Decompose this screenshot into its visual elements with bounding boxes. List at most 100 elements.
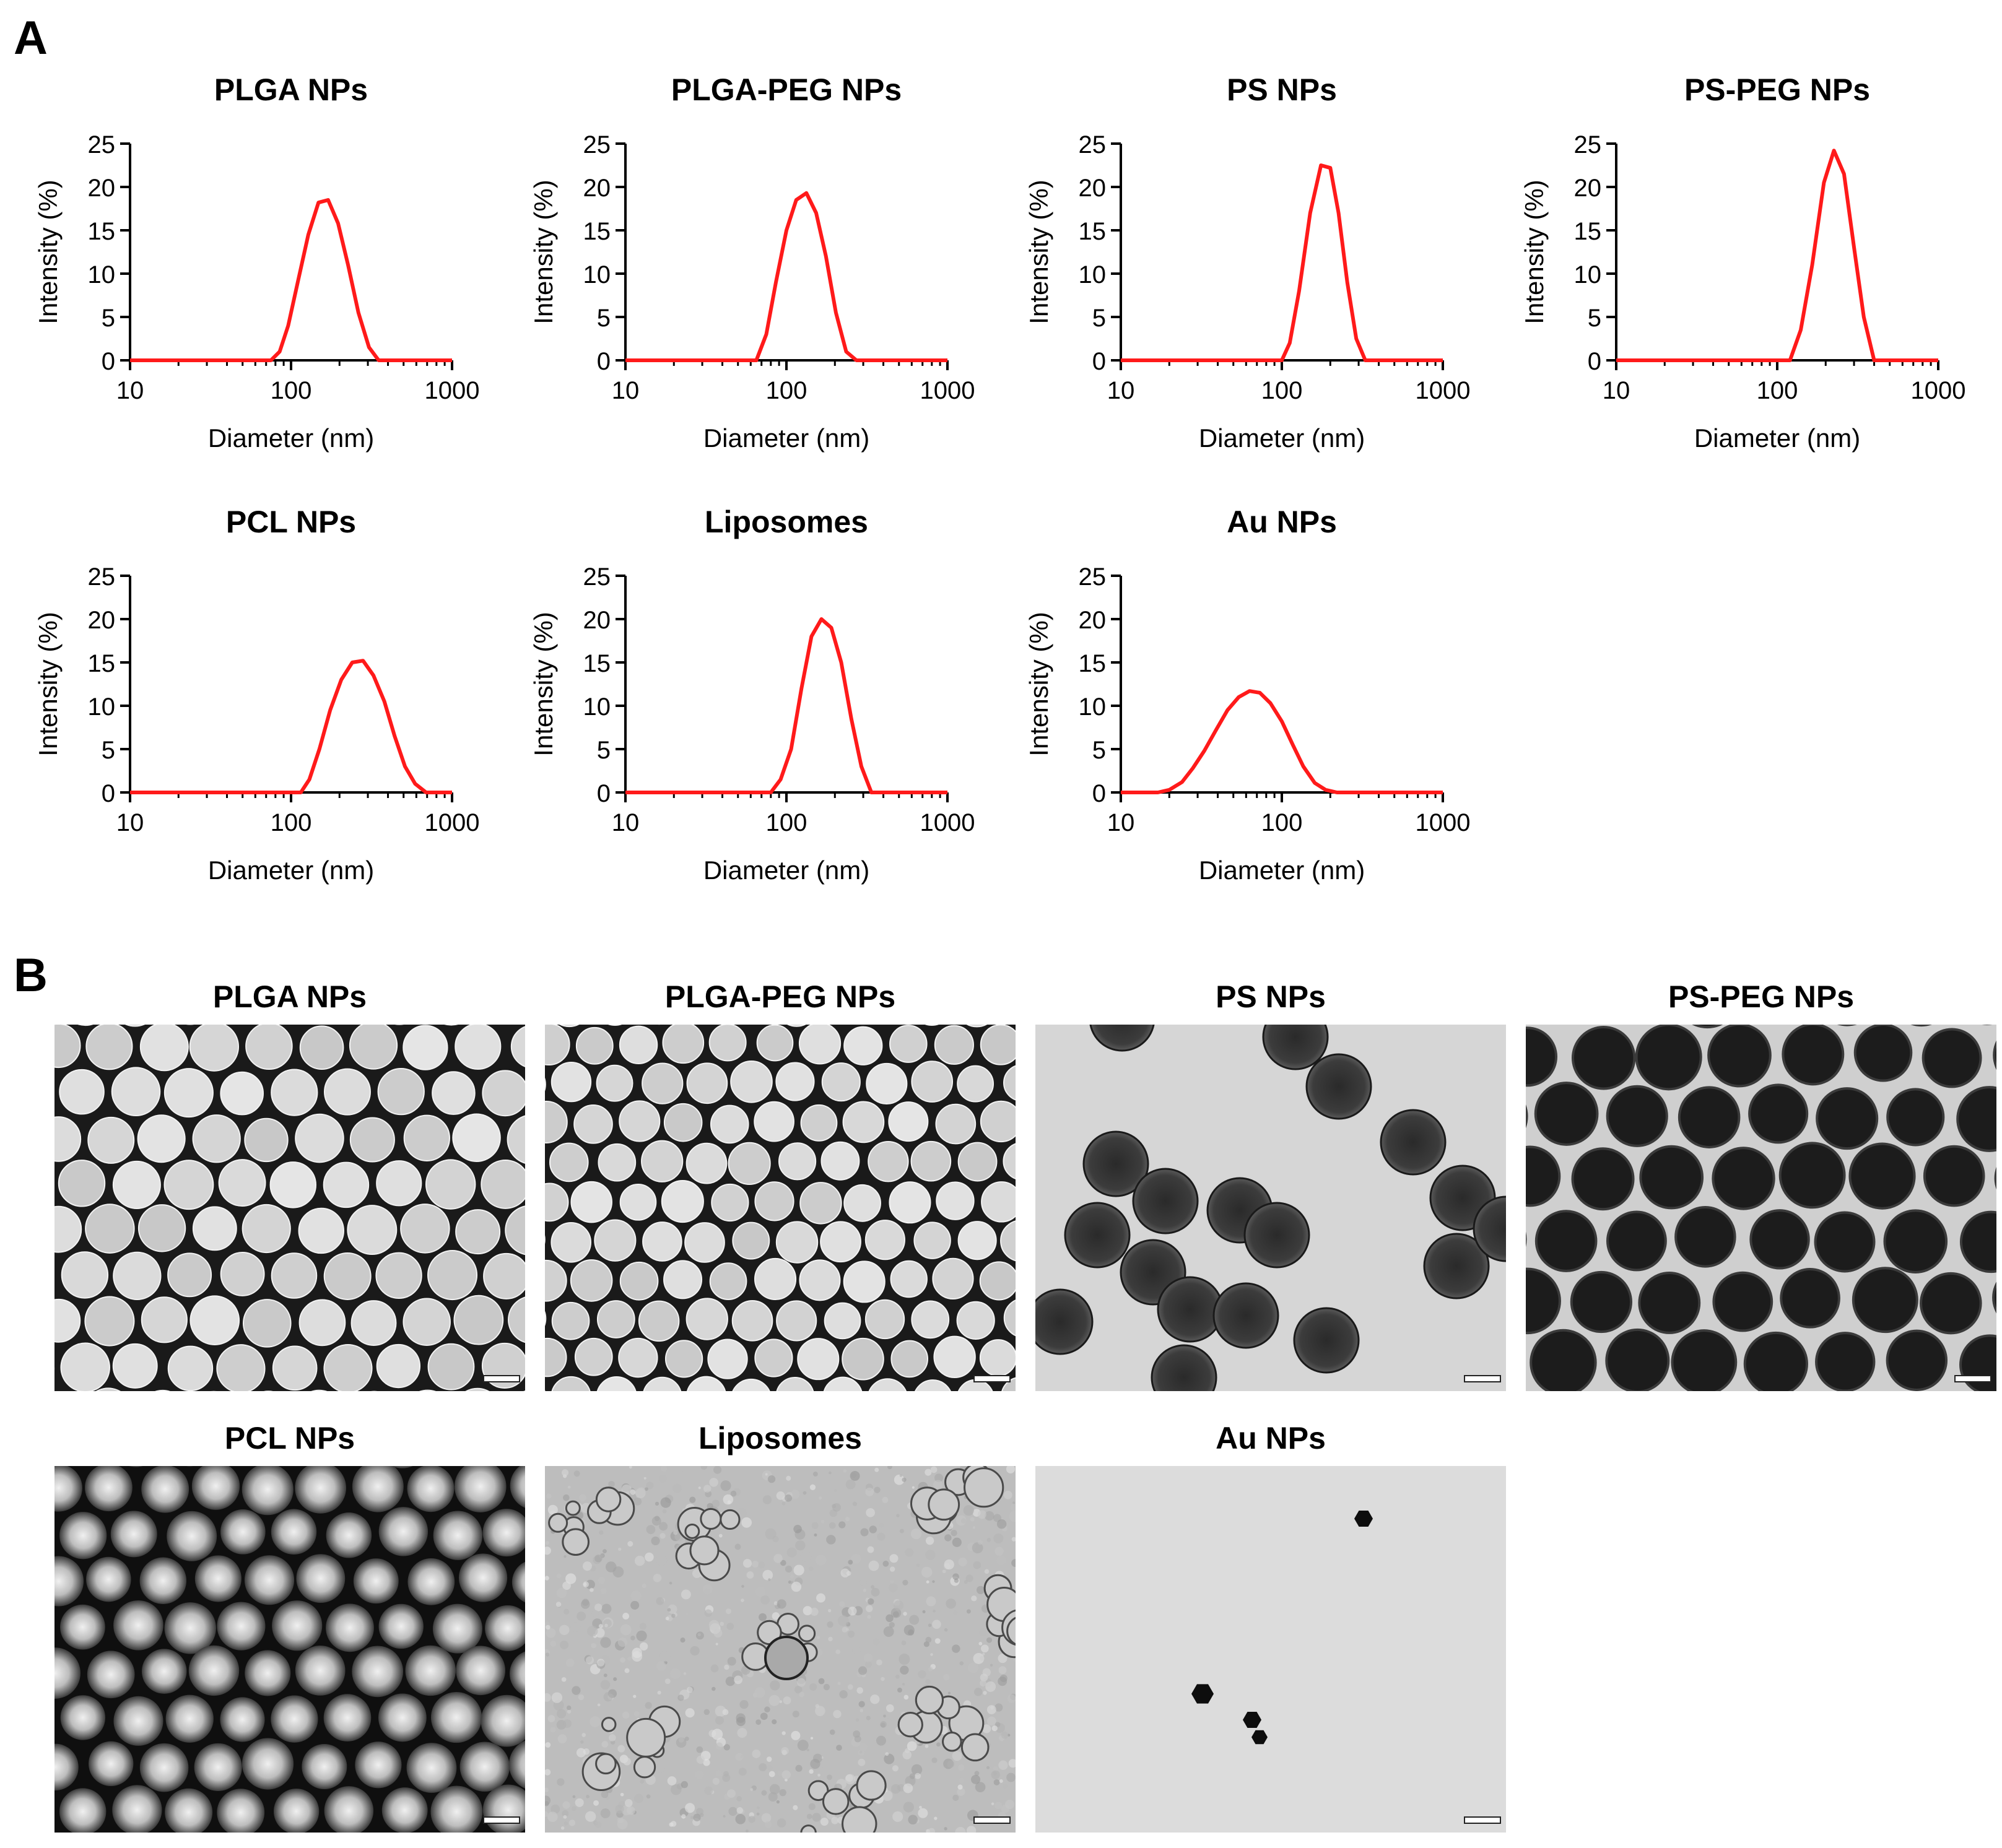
particle [1003,1299,1016,1337]
grain [952,1644,960,1653]
grain [568,1820,576,1826]
series-line [625,191,947,362]
particle [936,1181,975,1220]
y-tick-label: 25 [1079,563,1107,591]
particle [511,1561,525,1603]
grain [858,1758,866,1766]
grain [723,1815,726,1818]
particle [573,1104,613,1144]
y-tick-label: 5 [1092,737,1106,764]
particle [407,1466,455,1512]
grain [598,1576,606,1584]
x-tick-label: 1000 [1416,377,1471,404]
x-tick-label: 1000 [425,377,480,404]
grain [977,1510,986,1519]
grain [860,1709,864,1712]
grain [908,1815,918,1824]
grain [720,1480,731,1491]
y-tick-label: 10 [1574,261,1602,288]
particle [933,1335,976,1378]
grain [985,1681,996,1692]
grain [1012,1501,1016,1504]
grain [839,1690,848,1699]
particle [269,1161,316,1208]
tem-title-ps: PS NPs [1216,979,1326,1014]
y-tick-label: 15 [583,650,611,677]
particle [324,1786,374,1833]
particle [295,1113,344,1163]
particle [1639,1145,1704,1210]
particle [272,1600,323,1651]
grain [847,1630,855,1638]
particle [596,1300,635,1338]
grain [723,1744,730,1751]
particle [58,1160,106,1207]
particle [54,1205,82,1253]
grain [955,1515,967,1526]
grain [883,1714,886,1718]
particle [730,1060,773,1103]
grain [741,1517,752,1528]
grain [978,1641,983,1646]
particle [1712,1271,1774,1332]
chart-plga-peg: 0 5 10 15 20 25 10 100 1000 Diameter (nm) Intensit… [529,131,975,453]
y-axis-label: Intensity (%) [529,180,558,324]
particle [111,1067,161,1116]
particle [155,1389,170,1391]
grain [593,1800,599,1806]
grain [633,1794,643,1803]
vesicle [800,1824,817,1833]
grain [557,1709,567,1719]
grain [692,1569,702,1578]
particle [167,1345,214,1391]
grain [843,1469,847,1473]
particle [710,1104,749,1144]
grain [757,1806,760,1810]
grain [547,1715,555,1723]
grain [742,1559,752,1568]
grain [759,1763,767,1772]
particle [1570,1270,1632,1334]
y-tick-label: 5 [1588,305,1601,332]
particle [381,1787,428,1833]
grain [884,1753,895,1764]
tem-micrograph [1526,1025,1996,1391]
grain [803,1491,807,1495]
grain [662,1509,667,1514]
particle [685,1142,728,1184]
grain [894,1474,905,1485]
grain [902,1750,912,1759]
scale-bar [1464,1816,1501,1824]
grain [579,1494,587,1502]
y-tick-label: 5 [597,737,611,764]
particle [271,1695,318,1743]
grain [810,1607,819,1616]
grain [600,1680,611,1690]
grain [685,1803,695,1813]
vesicle [822,1788,850,1815]
particle [798,1025,842,1065]
grain [748,1815,755,1823]
grain [563,1815,567,1819]
particle [217,1789,265,1833]
y-tick-label: 0 [1092,348,1106,375]
grain [780,1560,786,1566]
grain [777,1818,786,1828]
grain [727,1789,736,1798]
grain [925,1468,932,1476]
grain [608,1481,615,1488]
particle [167,1252,212,1298]
particle [455,1209,501,1255]
grain [839,1601,845,1607]
grain [630,1635,635,1641]
particle [95,1387,121,1391]
grain [634,1555,645,1566]
grain [932,1580,935,1583]
particle [890,1340,929,1378]
particle [868,1378,907,1391]
grain [818,1678,825,1685]
particle [709,1262,747,1300]
grain [880,1720,887,1728]
grain [581,1599,590,1606]
grain [656,1661,666,1672]
